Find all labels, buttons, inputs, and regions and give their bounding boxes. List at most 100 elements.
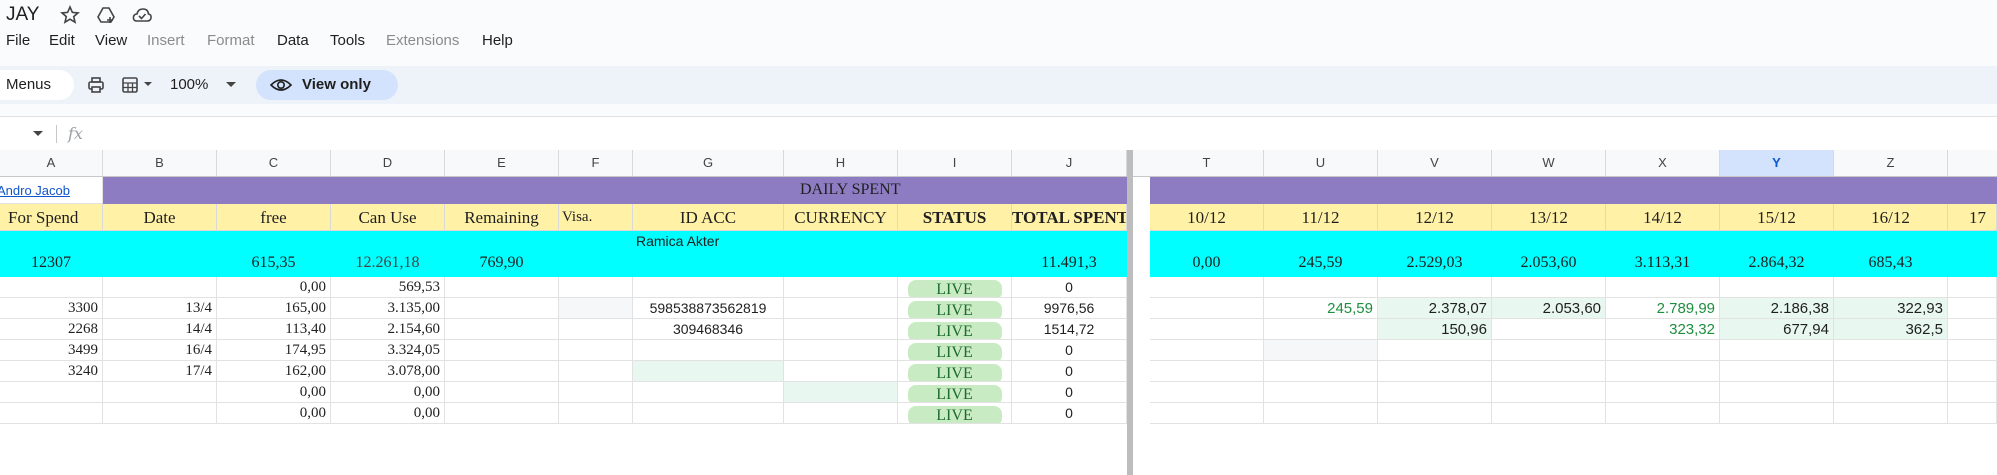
total-spent[interactable]: 11.491,3 bbox=[1012, 231, 1127, 277]
cell[interactable] bbox=[1948, 298, 1997, 319]
day-spend-cell[interactable] bbox=[1378, 403, 1492, 424]
cell-h[interactable] bbox=[784, 277, 898, 298]
column-header-t[interactable]: T bbox=[1150, 150, 1264, 176]
day-spend-cell[interactable] bbox=[1606, 382, 1720, 403]
cell[interactable] bbox=[559, 231, 633, 277]
day-spend-cell[interactable] bbox=[1720, 382, 1834, 403]
day-spend-cell[interactable] bbox=[1834, 382, 1948, 403]
menu-format[interactable]: Format bbox=[207, 32, 255, 49]
day-spend-cell[interactable]: 2.053,60 bbox=[1492, 298, 1606, 319]
column-header-f[interactable]: F bbox=[559, 150, 633, 176]
column-header-h[interactable]: H bbox=[784, 150, 898, 176]
cell-i[interactable]: LIVE bbox=[898, 340, 1012, 361]
name-box-chevron-down-icon[interactable] bbox=[33, 131, 43, 136]
menu-edit[interactable]: Edit bbox=[49, 32, 75, 49]
cell-c[interactable]: 162,00 bbox=[217, 361, 331, 382]
day-spend-cell[interactable] bbox=[1492, 340, 1606, 361]
header-date[interactable]: Date bbox=[103, 204, 217, 231]
cell-h[interactable] bbox=[784, 340, 898, 361]
cell-c[interactable]: 0,00 bbox=[217, 403, 331, 424]
day-spend-cell[interactable]: 2.789,99 bbox=[1606, 298, 1720, 319]
total-for-spend[interactable]: 12307 bbox=[0, 231, 103, 277]
cell-e[interactable] bbox=[445, 298, 559, 319]
cell-c[interactable]: 0,00 bbox=[217, 382, 331, 403]
status-badge[interactable]: LIVE bbox=[907, 322, 1002, 339]
header-free[interactable]: free bbox=[217, 204, 331, 231]
status-badge[interactable]: LIVE bbox=[907, 364, 1002, 381]
cell-f[interactable] bbox=[559, 403, 633, 424]
menu-tools[interactable]: Tools bbox=[330, 32, 366, 49]
header-visa[interactable]: Visa. bbox=[559, 204, 633, 231]
cell-h[interactable] bbox=[784, 403, 898, 424]
day-spend-cell[interactable]: 150,96 bbox=[1378, 319, 1492, 340]
day-spend-cell[interactable] bbox=[1150, 382, 1264, 403]
day-spend-cell[interactable] bbox=[1834, 361, 1948, 382]
header-remaining[interactable]: Remaining bbox=[445, 204, 559, 231]
star-icon[interactable] bbox=[60, 5, 80, 25]
spreadsheet-grid[interactable]: A B C D E F G H I J T U V W X Y Z Andro … bbox=[0, 150, 1997, 475]
column-header-x[interactable]: X bbox=[1606, 150, 1720, 176]
cell-d[interactable]: 0,00 bbox=[331, 403, 445, 424]
cell-g[interactable] bbox=[633, 382, 784, 403]
menu-help[interactable]: Help bbox=[482, 32, 513, 49]
cell-a[interactable] bbox=[0, 277, 103, 298]
column-header-c[interactable]: C bbox=[217, 150, 331, 176]
day-spend-cell[interactable] bbox=[1492, 403, 1606, 424]
cell-b[interactable] bbox=[103, 277, 217, 298]
column-header-u[interactable]: U bbox=[1264, 150, 1378, 176]
day-spend-cell[interactable] bbox=[1150, 277, 1264, 298]
day-spend-cell[interactable] bbox=[1606, 361, 1720, 382]
cell-c[interactable]: 113,40 bbox=[217, 319, 331, 340]
cell-f[interactable] bbox=[559, 319, 633, 340]
day-spend-cell[interactable] bbox=[1492, 277, 1606, 298]
cell-i[interactable]: LIVE bbox=[898, 298, 1012, 319]
day-spend-cell[interactable] bbox=[1492, 361, 1606, 382]
column-header-aa[interactable] bbox=[1948, 150, 1997, 176]
cell-g[interactable]: 598538873562819 bbox=[633, 298, 784, 319]
day-spend-cell[interactable] bbox=[1264, 277, 1378, 298]
header-date-col[interactable]: 16/12 bbox=[1834, 204, 1948, 231]
day-spend-cell[interactable] bbox=[1378, 277, 1492, 298]
cell-i[interactable]: LIVE bbox=[898, 403, 1012, 424]
total-can-use[interactable]: 12.261,18 bbox=[331, 231, 445, 277]
column-header-b[interactable]: B bbox=[103, 150, 217, 176]
day-spend-cell[interactable]: 362,5 bbox=[1834, 319, 1948, 340]
day-spend-cell[interactable] bbox=[1150, 340, 1264, 361]
column-header-z[interactable]: Z bbox=[1834, 150, 1948, 176]
menu-view[interactable]: View bbox=[95, 32, 128, 49]
day-spend-cell[interactable] bbox=[1264, 382, 1378, 403]
day-spend-cell[interactable]: 2.186,38 bbox=[1720, 298, 1834, 319]
day-spend-cell[interactable] bbox=[1606, 277, 1720, 298]
cell-g[interactable] bbox=[633, 361, 784, 382]
cell-g[interactable] bbox=[633, 340, 784, 361]
cell-b[interactable] bbox=[103, 403, 217, 424]
cell-d[interactable]: 569,53 bbox=[331, 277, 445, 298]
freeze-divider[interactable] bbox=[1127, 150, 1133, 475]
cell-j[interactable]: 0 bbox=[1012, 277, 1127, 298]
cell-j[interactable]: 1514,72 bbox=[1012, 319, 1127, 340]
header-date-col[interactable]: 11/12 bbox=[1264, 204, 1378, 231]
cell-c[interactable]: 165,00 bbox=[217, 298, 331, 319]
header-id-acc[interactable]: ID ACC bbox=[633, 204, 784, 231]
cell[interactable] bbox=[1948, 231, 1997, 277]
cell-b[interactable]: 13/4 bbox=[103, 298, 217, 319]
cell-a[interactable] bbox=[0, 382, 103, 403]
cell-d[interactable]: 3.135,00 bbox=[331, 298, 445, 319]
cell-j[interactable]: 9976,56 bbox=[1012, 298, 1127, 319]
cell-e[interactable] bbox=[445, 382, 559, 403]
cell-a[interactable] bbox=[0, 403, 103, 424]
move-to-drive-icon[interactable] bbox=[96, 5, 116, 25]
day-spend-cell[interactable]: 322,93 bbox=[1834, 298, 1948, 319]
total-remaining[interactable]: 769,90 bbox=[445, 231, 559, 277]
cell[interactable] bbox=[1948, 340, 1997, 361]
header-for-spend[interactable]: For Spend bbox=[0, 204, 103, 231]
day-spend-cell[interactable]: 245,59 bbox=[1264, 298, 1378, 319]
day-spend-cell[interactable] bbox=[1264, 340, 1378, 361]
header-total-spent[interactable]: TOTAL SPENT bbox=[1012, 204, 1127, 231]
day-spend-cell[interactable] bbox=[1150, 403, 1264, 424]
cell-e[interactable] bbox=[445, 361, 559, 382]
cell-a[interactable]: 2268 bbox=[0, 319, 103, 340]
cell[interactable] bbox=[1948, 361, 1997, 382]
total-day[interactable]: 2.053,60 bbox=[1492, 231, 1606, 277]
day-spend-cell[interactable] bbox=[1492, 319, 1606, 340]
